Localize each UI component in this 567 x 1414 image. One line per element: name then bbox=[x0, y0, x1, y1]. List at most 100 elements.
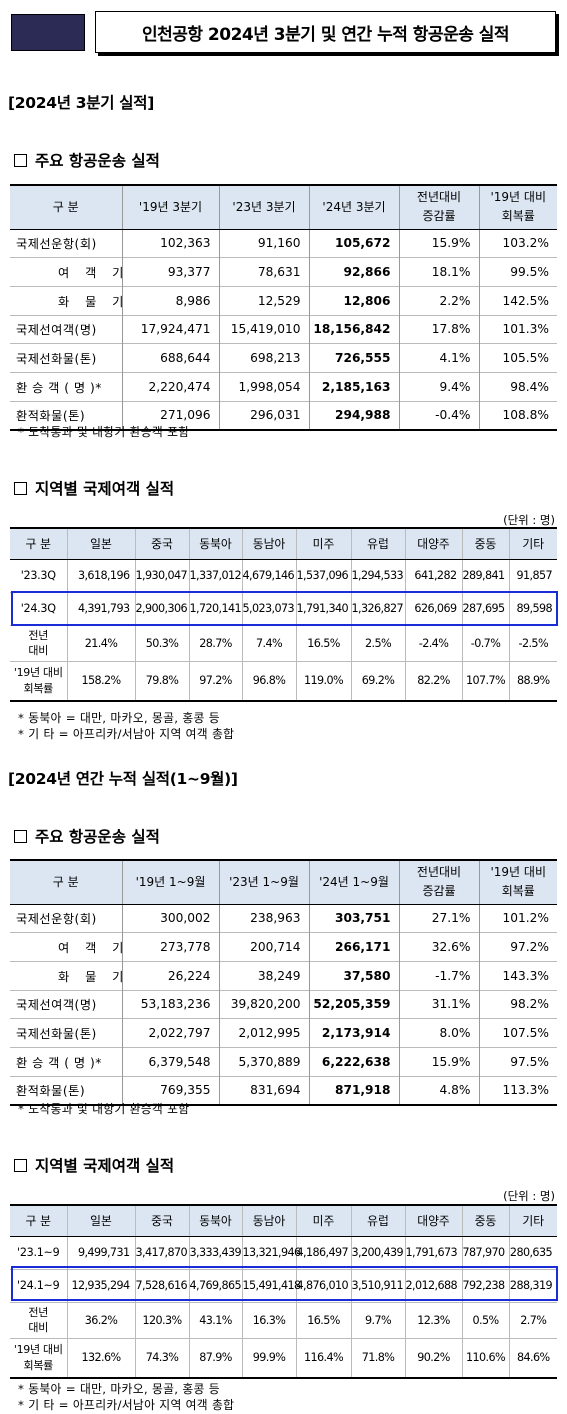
table-cell: 0.5% bbox=[461, 1301, 509, 1338]
column-header: '19년 3분기 bbox=[121, 185, 219, 230]
table-cell: 110.6% bbox=[461, 1337, 509, 1378]
row-label: '19년 대비 회복률 bbox=[10, 660, 67, 701]
table-cell: 69.2% bbox=[350, 660, 405, 701]
table-cell: 698,213 bbox=[218, 343, 309, 373]
table-cell: 626,069 bbox=[404, 591, 462, 625]
table-cell: 3,200,439 bbox=[350, 1235, 405, 1269]
table-row: 전년 대비 36.2% 120.3% 43.1% 16.3% 16.5% 9.7% 12.3%… bbox=[10, 1301, 557, 1338]
table-cell: 105,672 bbox=[308, 228, 399, 258]
cum-main-note: * 도착통과 및 내항기 환승객 포함 bbox=[18, 1102, 190, 1116]
table-cell: 8.0% bbox=[398, 1018, 479, 1048]
q3-main-heading-text: 주요 항공운송 실적 bbox=[35, 152, 160, 170]
q3-main-heading: 주요 항공운송 실적 bbox=[14, 149, 160, 171]
table-cell: 726,555 bbox=[308, 343, 399, 373]
table-cell: 3,333,439 bbox=[188, 1235, 242, 1269]
table-cell: 107.7% bbox=[461, 660, 509, 701]
table-row: '24.3Q 4,391,793 2,900,306 1,720,141 5,023,0… bbox=[10, 591, 557, 625]
table-cell: 7.4% bbox=[241, 624, 296, 661]
table-cell: 143.3% bbox=[478, 960, 557, 991]
row-label: '24.1~9 bbox=[10, 1268, 67, 1302]
table-cell: 3,417,870 bbox=[134, 1235, 189, 1269]
cum-region-note-1: * 동북아 = 대만, 마카오, 몽골, 홍콩 등 bbox=[18, 1382, 220, 1396]
table-cell: 120.3% bbox=[134, 1301, 189, 1338]
row-label: 화 물 기 bbox=[10, 285, 123, 316]
row-label: 환적화물(톤) bbox=[10, 400, 122, 430]
table-cell: 15.9% bbox=[398, 228, 479, 258]
table-row: 국제선운항(회) 102,363 91,160 105,672 15.9% 103.2% bbox=[10, 228, 557, 258]
table-cell: 2,012,995 bbox=[218, 1018, 309, 1048]
table-cell: 271,096 bbox=[121, 400, 219, 430]
q3-region-unit: (단위 : 명) bbox=[503, 513, 555, 527]
table-cell: 4,679,146 bbox=[241, 558, 296, 592]
table-cell: 2,900,306 bbox=[134, 591, 189, 625]
title-decor-block bbox=[11, 14, 85, 51]
table-row: 여 객 기 273,778 200,714 266,171 32.6% 97.2% bbox=[10, 932, 557, 962]
table-body: 국제선운항(회) 102,363 91,160 105,672 15.9% 103.2% 여… bbox=[10, 228, 557, 430]
table-cell: -0.7% bbox=[461, 624, 509, 661]
row-label: 국제선여객(명) bbox=[10, 314, 122, 344]
table-cell: 101.2% bbox=[478, 903, 557, 933]
row-label: '23.3Q bbox=[10, 558, 67, 592]
table-cell: 200,714 bbox=[218, 932, 309, 962]
section-title-cumulative: [2024년 연간 누적 실적(1~9월)] bbox=[8, 770, 238, 788]
row-label: 국제선운항(회) bbox=[10, 903, 122, 933]
checkbox-square-icon bbox=[14, 1158, 27, 1172]
cum-region-heading: 지역별 국제여객 실적 bbox=[14, 1154, 174, 1176]
column-header: 기타 bbox=[508, 528, 557, 560]
table-header: 구 분 '19년 3분기 '23년 3분기 '24년 3분기 전년대비 증감률 '19년 … bbox=[10, 185, 557, 230]
table-cell: 266,171 bbox=[308, 932, 399, 962]
table-cell: 289,841 bbox=[461, 558, 509, 592]
table-cell: 91,160 bbox=[218, 228, 309, 258]
q3-region-heading: 지역별 국제여객 실적 bbox=[14, 477, 174, 499]
header-row: 구 분 '19년 1~9월 '23년 1~9월 '24년 1~9월 전년대비 증감률 '1… bbox=[10, 860, 557, 905]
row-label: '24.3Q bbox=[10, 591, 67, 625]
table-cell: 82.2% bbox=[404, 660, 462, 701]
table-cell: 287,695 bbox=[461, 591, 509, 625]
table-cell: 1,337,012 bbox=[188, 558, 242, 592]
column-header: '19년 대비 회복률 bbox=[478, 185, 557, 230]
table-cell: 16.3% bbox=[241, 1301, 296, 1338]
table-cell: 99.5% bbox=[478, 257, 557, 287]
table-cell: 1,537,096 bbox=[295, 558, 351, 592]
table-cell: 27.1% bbox=[398, 903, 479, 933]
table-cell: 113.3% bbox=[478, 1075, 557, 1105]
table-cell: 4.1% bbox=[398, 343, 479, 373]
column-header: 구 분 bbox=[10, 860, 122, 905]
table-header: 구 분 일본 중국 동북아 동남아 미주 유럽 대양주 중동 기타 bbox=[10, 528, 557, 560]
cum-main-heading: 주요 항공운송 실적 bbox=[14, 825, 160, 847]
table-cell: 2.5% bbox=[350, 624, 405, 661]
table-cell: 300,002 bbox=[121, 903, 219, 933]
q3-region-table: 구 분 일본 중국 동북아 동남아 미주 유럽 대양주 중동 기타 '23.3Q 3,618,196 1… bbox=[10, 527, 557, 702]
table-cell: 43.1% bbox=[188, 1301, 242, 1338]
table-cell: 2,012,688 bbox=[404, 1268, 462, 1302]
table-cell: 98.4% bbox=[478, 371, 557, 402]
table-cell: 12,529 bbox=[218, 285, 309, 316]
header-row: 구 분 '19년 3분기 '23년 3분기 '24년 3분기 전년대비 증감률 '19년 … bbox=[10, 185, 557, 230]
column-header: 중동 bbox=[461, 1205, 509, 1237]
column-header: '23년 3분기 bbox=[218, 185, 309, 230]
q3-region-heading-text: 지역별 국제여객 실적 bbox=[35, 480, 175, 498]
table-cell: 6,379,548 bbox=[121, 1046, 219, 1077]
checkbox-square-icon bbox=[14, 153, 27, 167]
table-cell: 32.6% bbox=[398, 932, 479, 962]
row-label: 국제선화물(톤) bbox=[10, 343, 122, 373]
table-cell: 15.9% bbox=[398, 1046, 479, 1077]
cum-region-table: 구 분 일본 중국 동북아 동남아 미주 유럽 대양주 중동 기타 '23.1~9 9,499,731… bbox=[10, 1204, 557, 1379]
table-cell: 93,377 bbox=[121, 257, 219, 287]
table-cell: 2,185,163 bbox=[308, 371, 399, 402]
cum-region-note-2: * 기 타 = 아프리카/서남아 지역 여객 총합 bbox=[18, 1398, 235, 1412]
table-cell: 15,491,418 bbox=[241, 1268, 301, 1302]
table-cell: 1,791,673 bbox=[404, 1235, 462, 1269]
table-cell: 8,986 bbox=[121, 285, 219, 316]
table-row: 국제선화물(톤) 2,022,797 2,012,995 2,173,914 8.0% 1… bbox=[10, 1018, 557, 1048]
table-cell: 1,930,047 bbox=[134, 558, 189, 592]
table-cell: -0.4% bbox=[398, 400, 479, 430]
table-row: '23.1~9 9,499,731 3,417,870 3,333,439 13,321… bbox=[10, 1235, 557, 1269]
table-row: 화 물 기 8,986 12,529 12,806 2.2% 142.5% bbox=[10, 285, 557, 316]
table-row: 환적화물(톤) 769,355 831,694 871,918 4.8% 113.3% bbox=[10, 1075, 557, 1105]
table-cell: 107.5% bbox=[478, 1018, 557, 1048]
column-header: 미주 bbox=[295, 528, 351, 560]
table-cell: 52,205,359 bbox=[308, 989, 399, 1019]
table-body: '23.3Q 3,618,196 1,930,047 1,337,012 4,679,1… bbox=[10, 558, 557, 701]
table-cell: 4.8% bbox=[398, 1075, 479, 1105]
